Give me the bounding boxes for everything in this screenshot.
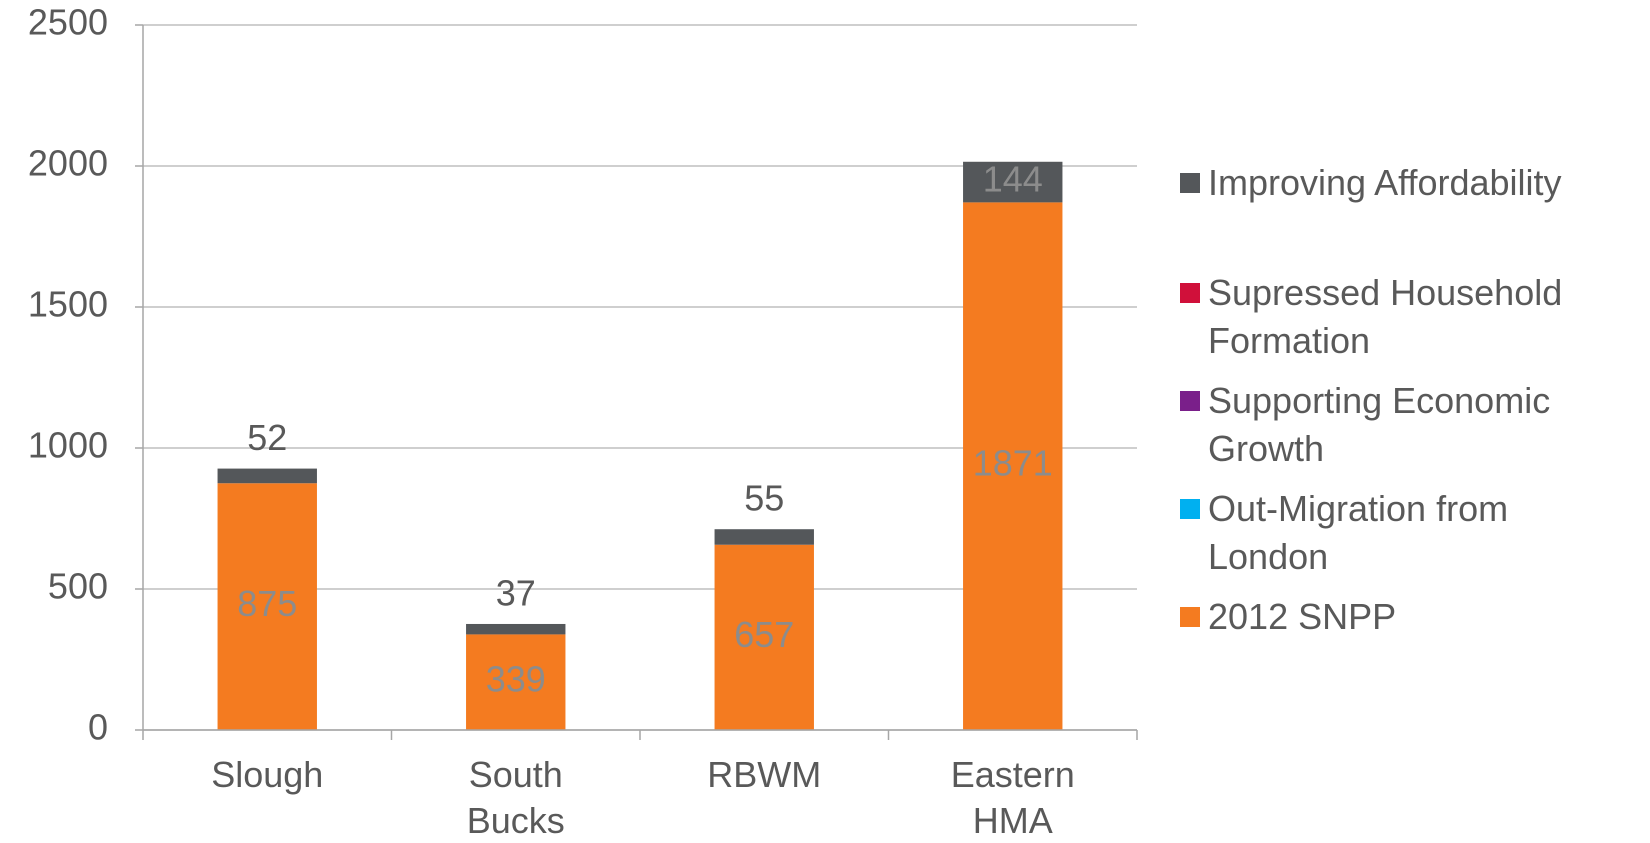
x-tick-label: RBWM <box>707 754 822 795</box>
y-tick-label: 2500 <box>28 2 108 43</box>
data-label: 55 <box>744 478 784 519</box>
x-tick-label: Slough <box>211 754 324 795</box>
legend-item: Supressed Household Formation <box>1180 269 1608 365</box>
legend-swatch <box>1180 173 1200 193</box>
bar-segment <box>963 202 1063 731</box>
legend-item: Supporting Economic Growth <box>1180 377 1608 473</box>
data-label: 875 <box>237 583 297 624</box>
y-tick-label: 1500 <box>28 284 108 325</box>
bar-segment <box>466 634 566 730</box>
y-tick-label: 0 <box>88 707 108 748</box>
bar-segment <box>714 544 814 730</box>
legend-label: Supporting Economic Growth <box>1208 380 1551 469</box>
legend-item: 2012 SNPP <box>1180 593 1608 641</box>
data-label: 144 <box>983 159 1043 200</box>
legend-label: Out-Migration from London <box>1208 488 1509 577</box>
bar-segment <box>217 468 317 484</box>
legend-item: Out-Migration from London <box>1180 485 1608 581</box>
legend-swatch <box>1180 391 1200 411</box>
legend-label: 2012 SNPP <box>1208 596 1397 637</box>
legend-item: Improving Affordability <box>1180 159 1608 207</box>
y-tick-label: 2000 <box>28 143 108 184</box>
legend-swatch <box>1180 607 1200 627</box>
legend-swatch <box>1180 499 1200 519</box>
bar-segment <box>466 623 566 635</box>
data-label: 657 <box>734 614 794 655</box>
data-label: 37 <box>496 572 536 613</box>
y-tick-label: 1000 <box>28 425 108 466</box>
legend: Improving Affordability Supressed Househo… <box>1180 159 1608 641</box>
bar-segment <box>963 161 1063 203</box>
data-label: 1871 <box>973 443 1053 484</box>
y-tick-label: 500 <box>48 566 108 607</box>
data-label: 52 <box>247 417 287 458</box>
data-label: 339 <box>486 659 546 700</box>
x-tick-label: South Bucks <box>466 754 565 841</box>
x-tick-label: Eastern HMA <box>950 754 1075 841</box>
legend-label: Improving Affordability <box>1208 162 1562 203</box>
bar-segment <box>217 483 317 730</box>
legend-label: Supressed Household Formation <box>1208 272 1563 361</box>
bar-segment <box>714 529 814 545</box>
legend-swatch <box>1180 283 1200 303</box>
